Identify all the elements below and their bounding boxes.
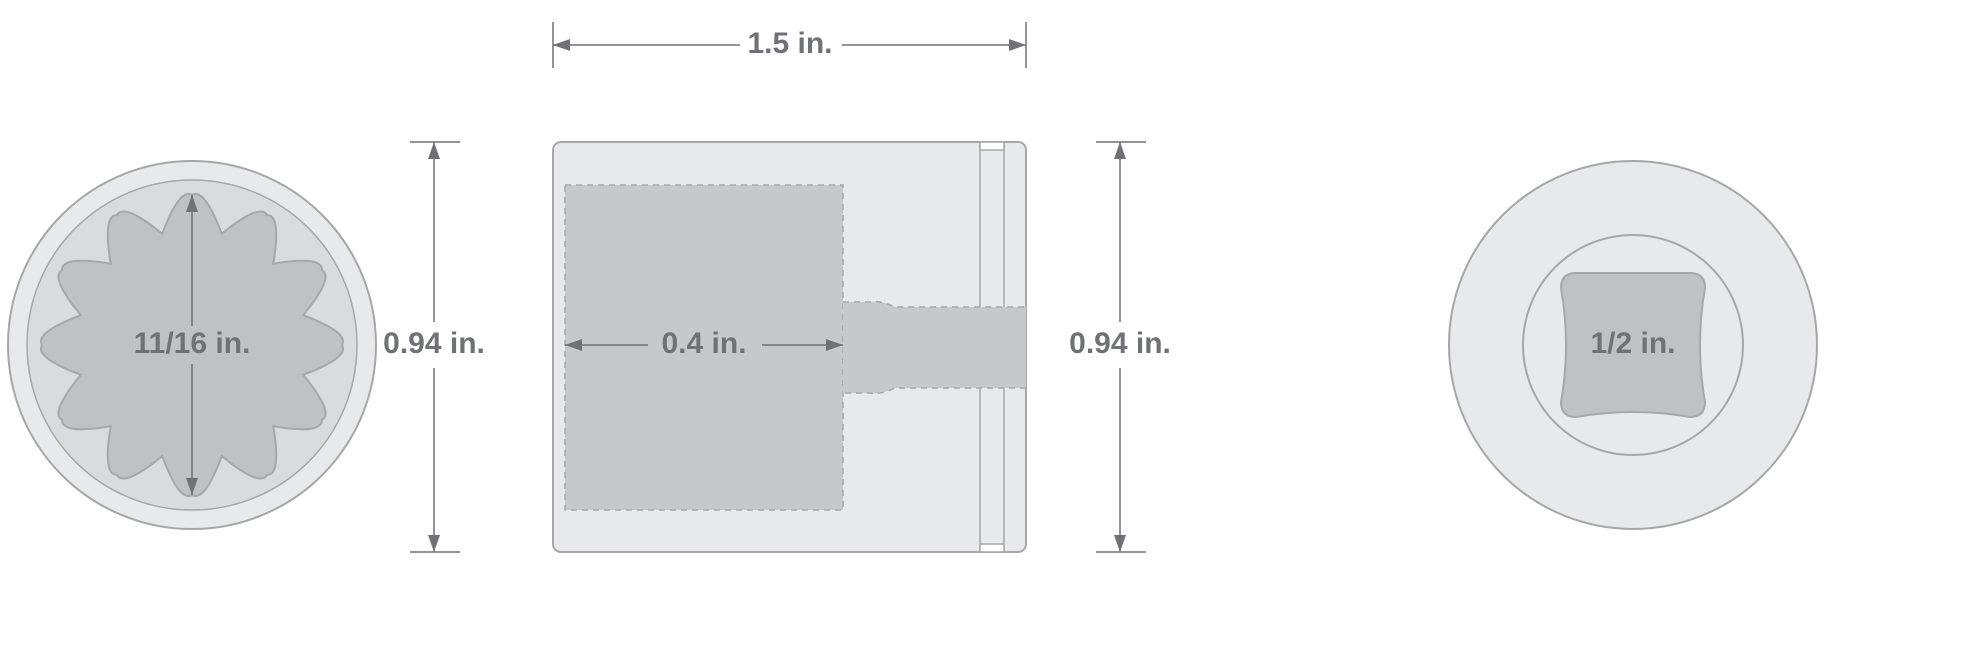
height-left-label: 0.94 in. — [383, 327, 485, 360]
arrowhead-icon — [1114, 535, 1126, 552]
rear-view: 1/2 in. — [1449, 161, 1817, 529]
depth-label: 0.4 in. — [661, 327, 746, 360]
arrowhead-icon — [428, 535, 440, 552]
arrowhead-icon — [428, 142, 440, 159]
front-view: 11/16 in. — [8, 161, 376, 529]
groove-notch-bot — [980, 544, 1004, 552]
side-view: 1.5 in. 0.4 in. 0.94 in. — [383, 22, 1171, 552]
groove-notch-top — [980, 142, 1004, 150]
front-size-label: 11/16 in. — [134, 327, 251, 360]
rear-size-label: 1/2 in. — [1590, 327, 1675, 360]
side-bore — [843, 302, 1026, 394]
arrowhead-icon — [553, 39, 570, 51]
arrowhead-icon — [1009, 39, 1026, 51]
arrowhead-icon — [1114, 142, 1126, 159]
height-right-label: 0.94 in. — [1069, 327, 1171, 360]
width-label: 1.5 in. — [747, 27, 832, 60]
socket-dimension-diagram: 11/16 in. 1.5 in. 0.4 in. — [0, 0, 1969, 650]
